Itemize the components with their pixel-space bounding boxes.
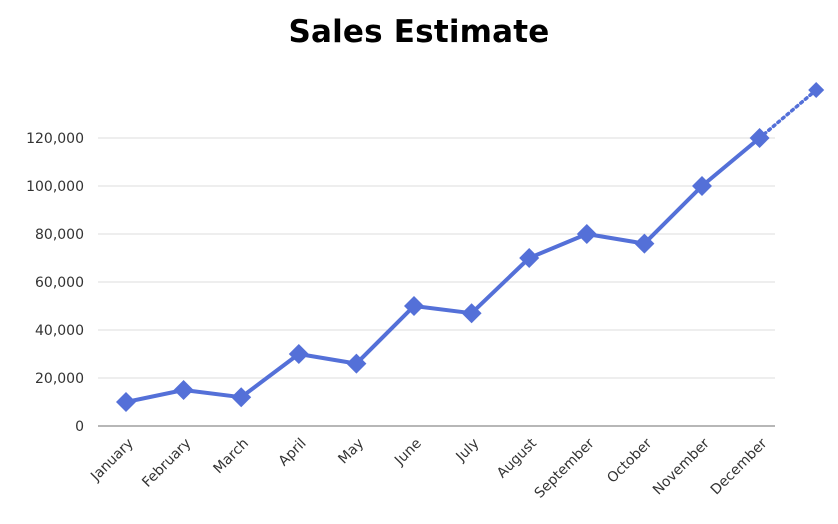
projection-line (757, 88, 818, 140)
data-point (692, 176, 712, 196)
x-tick-label: June (391, 436, 425, 470)
x-tick-label: March (211, 436, 252, 477)
data-point (346, 353, 367, 374)
data-point (404, 296, 424, 316)
x-tick-label: February (139, 436, 194, 491)
x-tick-label: December (708, 435, 771, 498)
x-tick-label: August (494, 435, 540, 481)
y-tick-label: 100,000 (26, 179, 84, 195)
data-point (634, 233, 655, 254)
y-tick-label: 20,000 (35, 371, 84, 387)
data-point (519, 248, 540, 268)
y-tick-label: 120,000 (26, 131, 84, 147)
x-tick-label: January (87, 436, 137, 486)
data-point (116, 392, 136, 412)
data-point (576, 224, 597, 244)
y-tick-label: 60,000 (35, 275, 84, 291)
x-tick-label: November (650, 435, 713, 498)
projection-point (808, 82, 825, 98)
x-tick-label: May (335, 436, 367, 468)
data-point (461, 303, 482, 324)
x-tick-label: July (453, 436, 483, 466)
data-point (288, 344, 309, 364)
y-tick-label: 80,000 (35, 227, 84, 243)
x-tick-label: September (532, 435, 598, 501)
data-point (231, 387, 252, 408)
y-tick-label: 40,000 (35, 323, 84, 339)
chart-title: Sales Estimate (288, 14, 550, 50)
series-line (124, 136, 762, 404)
data-point (173, 380, 194, 400)
y-tick-label: 0 (75, 419, 84, 435)
data-point (749, 128, 770, 148)
x-tick-label: October (604, 435, 655, 486)
x-tick-label: April (276, 436, 310, 470)
